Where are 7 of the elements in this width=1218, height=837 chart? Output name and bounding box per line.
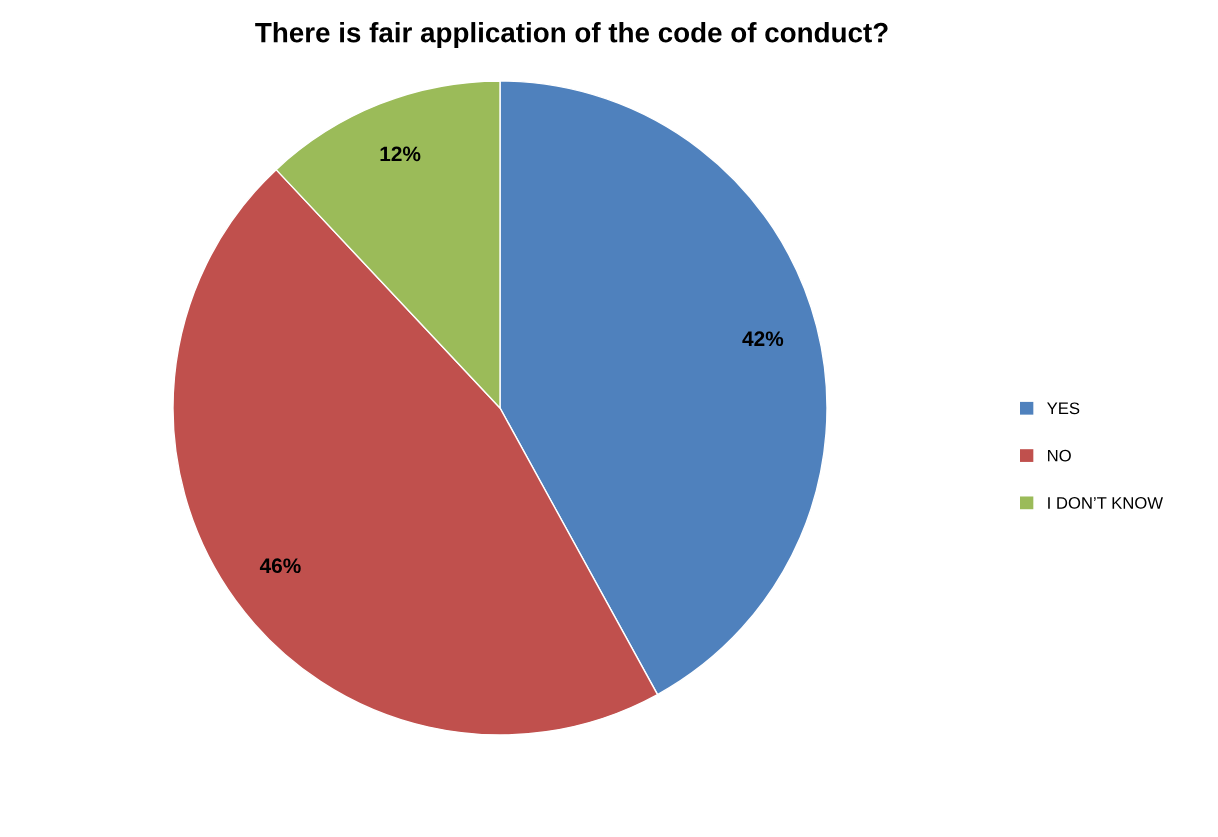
legend-label: I DON’T KNOW (1048, 497, 1163, 509)
legend-label: NO (1048, 449, 1071, 462)
data-label: 12% (380, 146, 421, 162)
data-label: 46% (259, 558, 301, 574)
data-label: 42% (742, 331, 784, 347)
legend-label: YES (1047, 402, 1080, 415)
chart-title: There is fair application of the code of conduct? (255, 22, 888, 48)
